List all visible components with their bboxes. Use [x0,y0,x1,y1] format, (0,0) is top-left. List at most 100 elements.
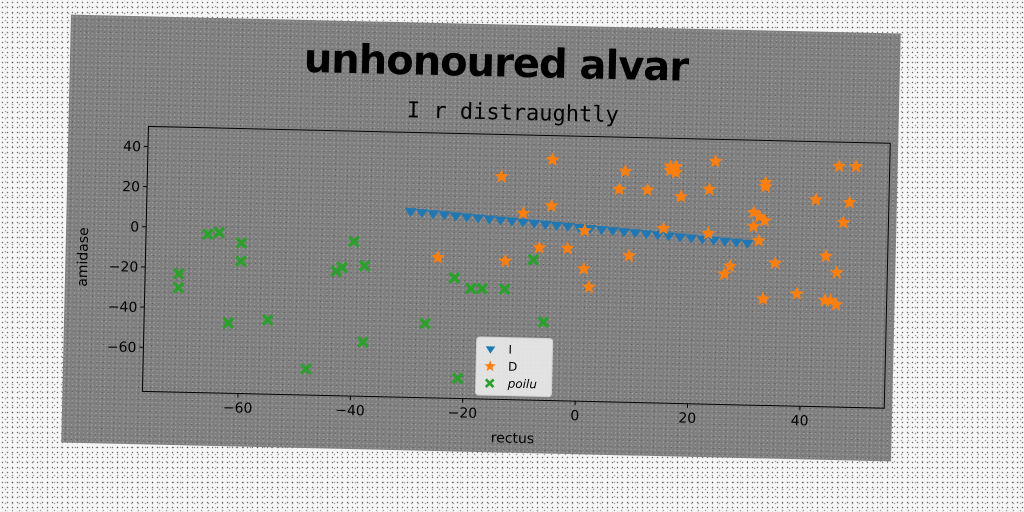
data-point [612,181,627,196]
data-point [842,195,857,209]
data-point [356,336,369,349]
data-point [235,236,248,250]
data-point [606,227,619,237]
legend-marker [484,360,496,372]
data-point [701,226,716,240]
y-axis-label: amidase [75,227,92,287]
x-tick-label: −60 [223,400,253,417]
data-point [539,220,552,230]
data-point [668,165,684,179]
data-point [702,181,717,196]
data-point [751,233,766,247]
data-point [299,362,313,376]
data-point [621,248,637,262]
x-tick-label: 0 [570,408,579,424]
data-point [752,209,767,223]
y-tick-label: −20 [109,259,139,276]
data-point [472,214,485,224]
data-point [758,179,773,193]
data-point [629,229,642,239]
chart-figure: unhonoured alvar I r distraughtly −60 −40… [61,14,901,462]
data-point [234,254,248,268]
data-point [561,222,574,232]
data-point [451,372,464,385]
x-axis: −60 −40 −20 0 20 40 [223,393,809,429]
legend-label: D [508,360,518,374]
x-tick-label: −20 [447,405,477,422]
data-point [730,238,743,248]
data-point [708,153,723,168]
data-point [222,316,235,330]
data-point [719,237,732,247]
y-axis: −60 −40 −20 0 20 40 [107,139,149,356]
data-point [808,192,824,206]
data-point [172,267,185,280]
data-point [358,259,371,272]
y-tick-label: 20 [122,179,140,195]
series-3 [172,226,550,385]
data-point [663,158,678,173]
chart-title: unhonoured alvar [303,36,689,91]
data-point [674,233,687,243]
data-point [464,282,477,295]
data-point [419,317,432,330]
data-point [494,169,509,183]
data-point [404,207,417,218]
data-point [656,220,671,235]
data-point [640,182,655,197]
data-point [832,158,847,173]
data-point [618,228,631,238]
data-point [836,215,851,229]
data-point [581,279,597,294]
data-point [755,291,771,306]
data-point [560,240,575,255]
data-point [640,230,653,240]
data-point [544,198,559,212]
data-point [577,223,592,237]
data-point [427,210,440,220]
data-point [595,225,608,236]
data-point [449,212,462,222]
data-point [498,253,513,268]
data-point [335,261,349,274]
data-point [527,253,540,266]
data-point [532,240,547,254]
data-point [528,219,541,229]
data-point [438,211,451,221]
data-point [651,231,664,241]
data-point [767,255,783,270]
data-point [505,217,518,227]
data-point [261,313,274,326]
data-point [576,261,591,276]
data-point [707,236,720,246]
x-axis-label: rectus [491,430,535,447]
legend-marker [485,346,496,354]
data-point [213,226,226,239]
data-point [494,216,507,226]
legend-box [475,336,554,398]
data-point [498,283,511,296]
y-tick-label: 40 [123,139,141,155]
data-point [483,215,496,225]
data-point [517,218,530,228]
data-marks [172,152,864,385]
data-point [829,265,844,279]
data-point [818,248,834,263]
data-point [537,316,550,329]
data-point [663,162,678,177]
data-point [789,286,805,300]
legend-label: I [508,343,512,357]
scatter-chart: unhonoured alvar I r distraughtly −60 −40… [75,36,891,447]
data-point [460,213,473,223]
y-tick-label: −40 [108,299,138,316]
data-point [717,266,732,281]
x-tick-label: −40 [335,403,365,420]
data-point [746,218,761,233]
data-point [476,282,489,295]
data-point [347,235,360,248]
data-point [516,205,531,220]
data-point [662,232,675,242]
x-tick-label: 20 [678,411,696,427]
data-point [545,152,560,166]
data-point [618,163,633,178]
